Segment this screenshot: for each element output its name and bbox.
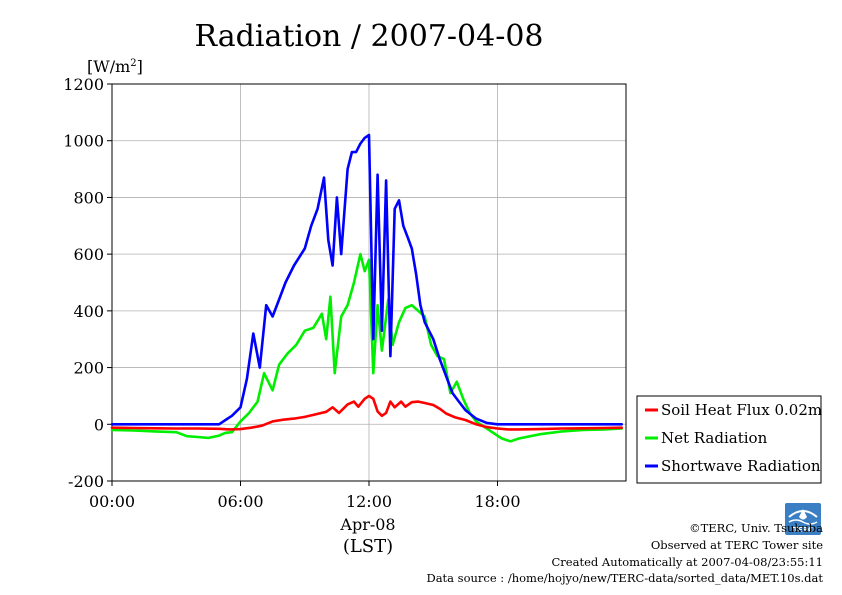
footer-source: Data source : /home/hojyo/new/TERC-data/… bbox=[426, 571, 823, 585]
y-axis: -200 0 200 400 600 800 1000 1200 bbox=[63, 75, 112, 491]
logo-text: TERC bbox=[793, 526, 813, 534]
x-tick-label: 06:00 bbox=[217, 492, 263, 511]
chart-title: Radiation / 2007-04-08 bbox=[194, 19, 543, 54]
y-tick-label: 400 bbox=[73, 302, 104, 321]
y-tick-label: 800 bbox=[73, 188, 104, 207]
x-axis-timezone-label: (LST) bbox=[343, 536, 393, 557]
legend-label: Net Radiation bbox=[661, 429, 768, 447]
series-layer bbox=[110, 133, 624, 443]
footer-copyright: ©TERC, Univ. Tsukuba bbox=[689, 521, 823, 535]
legend-label: Soil Heat Flux 0.02m bbox=[661, 401, 822, 419]
x-tick-label: 18:00 bbox=[474, 492, 520, 511]
y-axis-unit: [W/m2] bbox=[87, 57, 143, 76]
x-tick-label: 12:00 bbox=[346, 492, 392, 511]
footer-observed: Observed at TERC Tower site bbox=[651, 538, 823, 552]
y-tick-label: 600 bbox=[73, 245, 104, 264]
footer-created: Created Automatically at 2007-04-08/23:5… bbox=[552, 555, 824, 569]
x-axis-date-label: Apr-08 bbox=[339, 515, 395, 534]
terc-logo: TERC bbox=[785, 503, 821, 535]
x-axis: 00:00 06:00 12:00 18:00 bbox=[89, 481, 521, 511]
y-tick-label: 1000 bbox=[63, 132, 104, 151]
y-tick-label: 1200 bbox=[63, 75, 104, 94]
series-line-soil-heat-flux-0-02m bbox=[110, 394, 624, 431]
y-tick-label: -200 bbox=[68, 472, 104, 491]
footer: ©TERC, Univ. Tsukuba Observed at TERC To… bbox=[426, 521, 823, 585]
y-tick-label: 200 bbox=[73, 359, 104, 378]
legend: Soil Heat Flux 0.02m Net Radiation Shortwa… bbox=[636, 395, 822, 484]
y-tick-label: 0 bbox=[94, 415, 104, 434]
x-tick-label: 00:00 bbox=[89, 492, 135, 511]
series-line-net-radiation bbox=[110, 252, 624, 443]
legend-box bbox=[636, 395, 822, 484]
series-line-shortwave-radiation bbox=[110, 133, 624, 426]
legend-label: Shortwave Radiation bbox=[661, 457, 821, 475]
